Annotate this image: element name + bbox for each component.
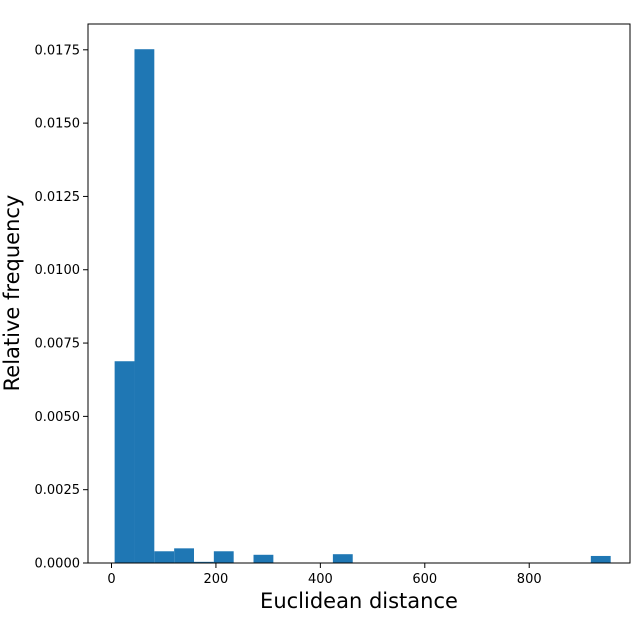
histogram-bar (213, 551, 234, 563)
histogram-bar (174, 548, 194, 563)
y-tick-label: 0.0175 (35, 43, 81, 58)
y-tick-label: 0.0050 (35, 410, 81, 425)
x-axis-ticks: 0 200 400 600 800 (107, 563, 542, 587)
x-tick-label: 400 (308, 572, 333, 587)
histogram-bar (134, 49, 155, 564)
y-tick-label: 0.0150 (35, 117, 81, 132)
histogram-bar (332, 554, 353, 563)
plot-area-frame (87, 23, 631, 564)
histogram-bar (253, 554, 274, 563)
y-axis-label: Relative frequency (0, 195, 24, 392)
x-tick-label: 0 (107, 572, 115, 587)
y-tick-label: 0.0075 (35, 337, 81, 352)
histogram-bar (194, 561, 214, 563)
y-tick-label: 0.0025 (35, 483, 81, 498)
y-tick-label: 0.0125 (35, 190, 81, 205)
histogram-bar (114, 361, 135, 563)
y-tick-label: 0.0000 (35, 557, 81, 572)
x-tick-label: 600 (412, 572, 437, 587)
histogram-bars (114, 49, 611, 564)
x-tick-label: 200 (204, 572, 229, 587)
y-tick-label: 0.0100 (35, 263, 81, 278)
x-axis-label: Euclidean distance (260, 589, 458, 613)
histogram-bar (590, 555, 611, 563)
x-tick-label: 800 (517, 572, 542, 587)
y-axis-ticks: 0.0000 0.0025 0.0050 0.0075 0.0100 0.0125 0.01… (35, 43, 88, 572)
histogram-bar (154, 551, 175, 563)
